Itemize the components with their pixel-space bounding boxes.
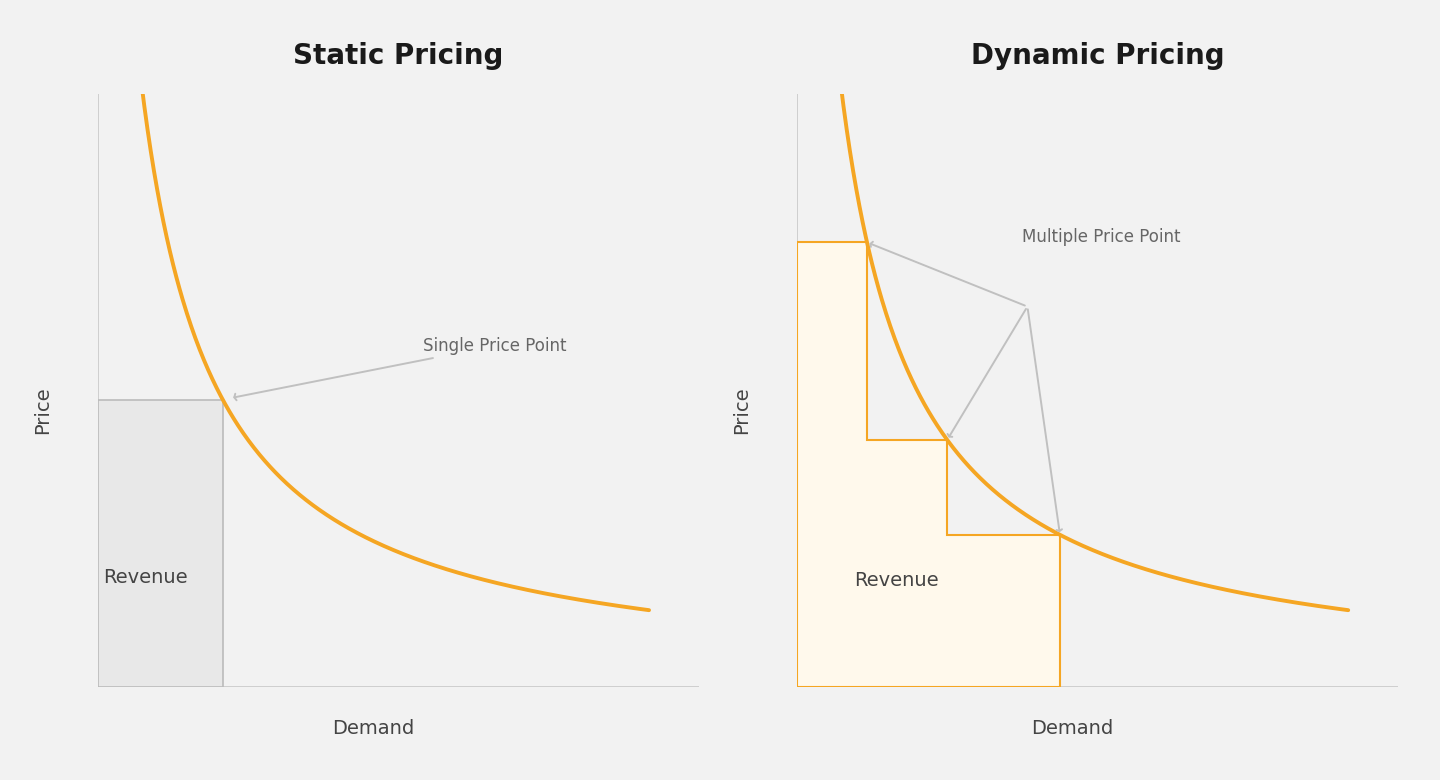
Text: Revenue: Revenue [854,571,939,590]
Text: Price: Price [732,386,752,434]
Polygon shape [796,243,1060,687]
Text: Revenue: Revenue [104,569,187,587]
Text: Multiple Price Point: Multiple Price Point [1022,229,1181,246]
Text: Single Price Point: Single Price Point [235,337,567,400]
Title: Static Pricing: Static Pricing [294,41,504,69]
Bar [98,400,223,687]
Text: Demand: Demand [1031,719,1113,738]
Text: Price: Price [33,386,52,434]
Text: Demand: Demand [333,719,415,738]
Title: Dynamic Pricing: Dynamic Pricing [971,41,1224,69]
